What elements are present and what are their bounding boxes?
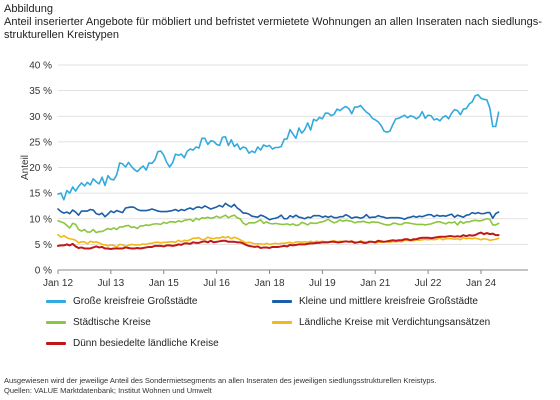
x-tick-label: Jan 12 xyxy=(43,278,73,289)
figure-kicker: Abbildung xyxy=(4,3,53,15)
y-tick-label: 30 % xyxy=(29,112,52,123)
x-tick-label: Jul 16 xyxy=(203,278,230,289)
x-tick-label: Jul 22 xyxy=(415,278,442,289)
y-axis-title: Anteil xyxy=(20,155,31,180)
series-line-3 xyxy=(57,214,500,234)
legend-label: Ländliche Kreise mit Verdichtungsansätze… xyxy=(299,317,491,328)
legend-swatch-icon xyxy=(272,299,292,303)
y-tick-label: 0 % xyxy=(35,266,52,277)
legend-swatch-icon xyxy=(46,341,66,345)
legend-item-grosse-grossstaedte: Große kreisfreie Großstädte xyxy=(46,296,197,308)
x-tick-label: Jan 24 xyxy=(466,278,496,289)
series-line-4 xyxy=(57,233,500,248)
legend-swatch-icon xyxy=(46,299,66,303)
series-line-1 xyxy=(57,93,500,201)
x-tick-label: Jul 13 xyxy=(98,278,125,289)
chart-grid xyxy=(58,64,528,271)
series-line-2 xyxy=(57,202,500,221)
footer-note: Ausgewiesen wird der jeweilige Anteil de… xyxy=(4,376,437,385)
legend-item-staedtische-kreise: Städtische Kreise xyxy=(46,317,151,329)
y-tick-label: 20 % xyxy=(29,163,52,174)
chart-title: Anteil inserierter Angebote für möbliert… xyxy=(4,16,542,41)
legend-label: Dünn besiedelte ländliche Kreise xyxy=(73,338,219,349)
x-axis-ticks: Jan 12 Jul 13 Jan 15 Jul 16 Jan 18 Jul 19 Jan … xyxy=(43,270,496,289)
legend-item-laendliche-kreise: Ländliche Kreise mit Verdichtungsansätze… xyxy=(272,317,490,329)
y-tick-label: 40 % xyxy=(29,61,52,72)
x-tick-label: Jan 18 xyxy=(254,278,284,289)
legend-swatch-icon xyxy=(272,320,292,324)
chart-series xyxy=(57,93,500,250)
figure-header: Abbildung Anteil inserierter Angebote fü… xyxy=(4,2,556,42)
footer-source: Quellen: VALUE Marktdatenbank; Institut … xyxy=(4,386,212,395)
legend-label: Kleine und mittlere kreisfreie Großstädt… xyxy=(299,296,478,307)
legend-item-kleine-mittlere-grossstaedte: Kleine und mittlere kreisfreie Großstädt… xyxy=(272,296,478,308)
legend-swatch-icon xyxy=(46,320,66,324)
series-line-5 xyxy=(57,231,500,250)
x-tick-label: Jul 19 xyxy=(309,278,336,289)
y-tick-label: 10 % xyxy=(29,214,52,225)
y-tick-label: 35 % xyxy=(29,86,52,97)
y-tick-label: 15 % xyxy=(29,189,52,200)
y-axis-ticks: 0 % 5 % 10 % 15 % 20 % 25 % 30 % 35 % 40 % xyxy=(29,61,52,277)
legend-label: Große kreisfreie Großstädte xyxy=(73,296,198,307)
y-tick-label: 5 % xyxy=(35,240,52,251)
legend-label: Städtische Kreise xyxy=(73,317,151,328)
y-tick-label: 25 % xyxy=(29,137,52,148)
legend-item-duenn-besiedelte-kreise: Dünn besiedelte ländliche Kreise xyxy=(46,338,219,350)
figure-footer: Ausgewiesen wird der jeweilige Anteil de… xyxy=(4,376,556,396)
x-tick-label: Jan 15 xyxy=(149,278,179,289)
x-tick-label: Jan 21 xyxy=(360,278,390,289)
